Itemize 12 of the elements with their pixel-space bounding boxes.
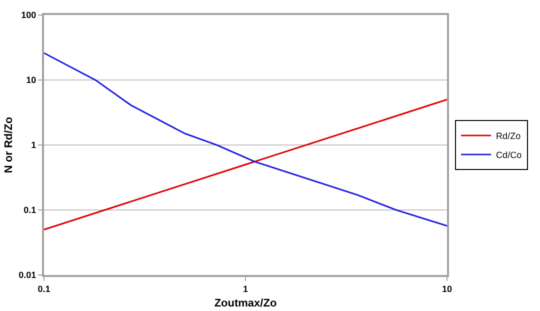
y-tick-label: 10 <box>26 75 36 86</box>
y-tick-label: 0.01 <box>18 270 36 280</box>
y-axis-title: N or Rd/Zo <box>2 116 15 174</box>
x-tick-label: 0.1 <box>38 284 50 294</box>
x-axis-title: Zoutmax/Zo <box>214 298 277 310</box>
y-tick-label: 100 <box>21 10 36 20</box>
legend-label: Rd/Zo <box>496 131 521 142</box>
y-tick-label: 1 <box>31 140 36 150</box>
y-tick-label: 0.1 <box>24 205 36 216</box>
x-tick-label: 1 <box>242 284 248 294</box>
x-tick-label: 10 <box>442 284 452 294</box>
legend-label: Cd/Co <box>496 150 522 160</box>
